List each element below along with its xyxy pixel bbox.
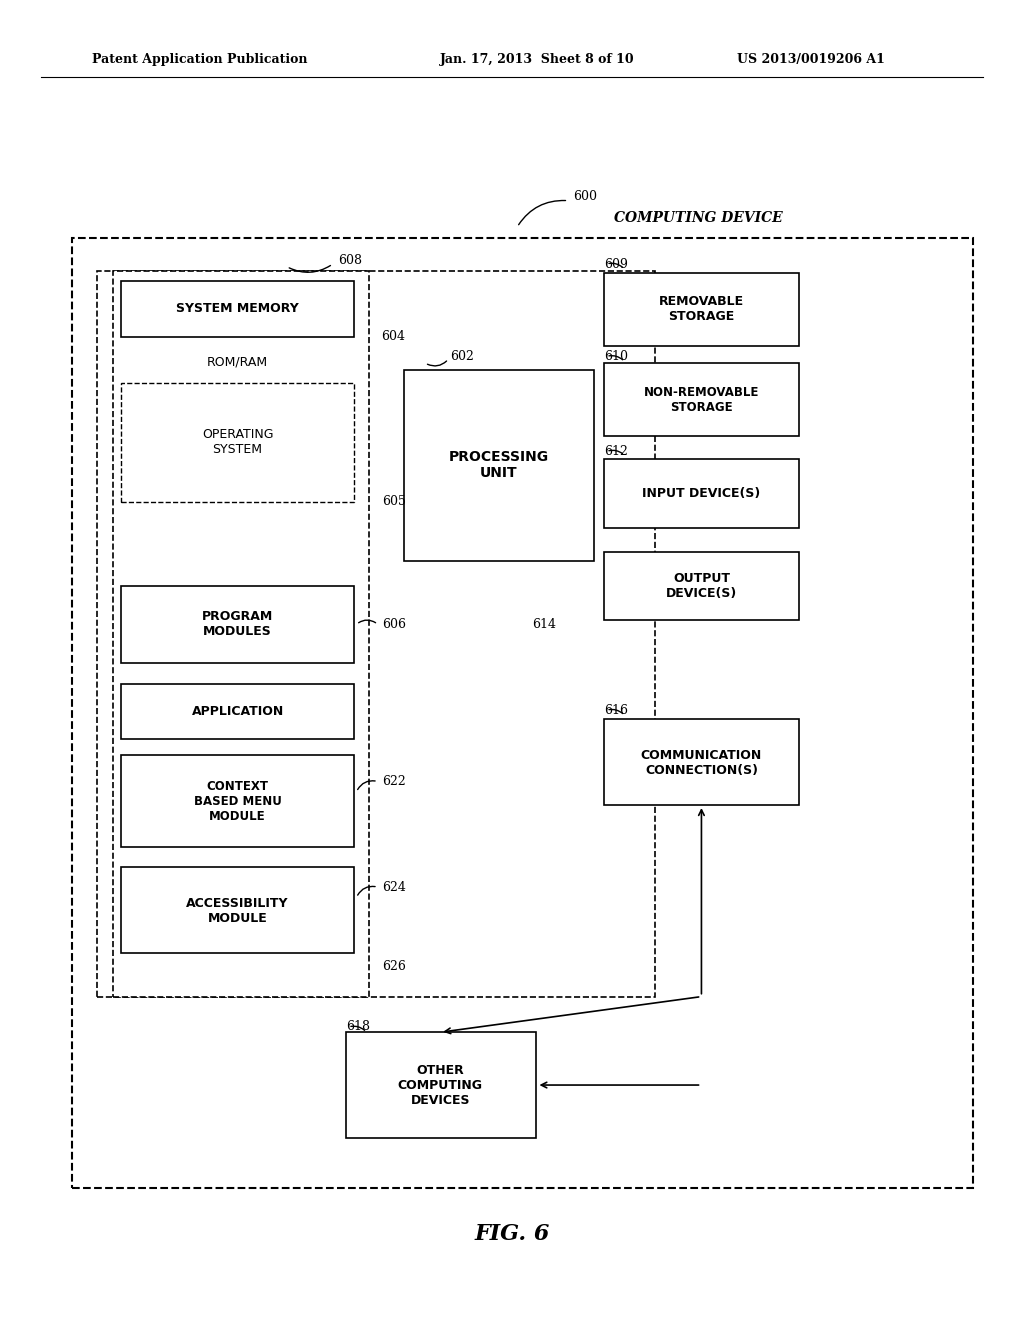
Text: CONTEXT
BASED MENU
MODULE: CONTEXT BASED MENU MODULE	[194, 780, 282, 822]
Bar	[121, 586, 354, 663]
Bar	[97, 271, 655, 997]
Bar	[121, 755, 354, 847]
Text: 624: 624	[382, 880, 406, 894]
Text: OPERATING
SYSTEM: OPERATING SYSTEM	[202, 428, 273, 457]
Text: 609: 609	[604, 257, 628, 271]
Text: 602: 602	[451, 350, 474, 363]
Bar	[604, 363, 799, 436]
Text: PROCESSING
UNIT: PROCESSING UNIT	[449, 450, 549, 479]
Text: ROM/RAM: ROM/RAM	[207, 355, 268, 368]
Text: NON-REMOVABLE
STORAGE: NON-REMOVABLE STORAGE	[644, 385, 759, 414]
Text: Jan. 17, 2013  Sheet 8 of 10: Jan. 17, 2013 Sheet 8 of 10	[440, 53, 635, 66]
Text: ACCESSIBILITY
MODULE: ACCESSIBILITY MODULE	[186, 896, 289, 925]
Text: REMOVABLE
STORAGE: REMOVABLE STORAGE	[658, 294, 744, 323]
Bar	[72, 238, 973, 1188]
Bar	[604, 719, 799, 805]
Text: OUTPUT
DEVICE(S): OUTPUT DEVICE(S)	[666, 572, 737, 601]
Text: 618: 618	[346, 1020, 370, 1034]
Text: 608: 608	[338, 253, 361, 267]
Bar	[604, 552, 799, 620]
Text: OTHER
COMPUTING
DEVICES: OTHER COMPUTING DEVICES	[397, 1064, 483, 1106]
Bar	[346, 1032, 536, 1138]
Bar	[604, 459, 799, 528]
Bar	[113, 271, 369, 997]
Text: US 2013/0019206 A1: US 2013/0019206 A1	[737, 53, 885, 66]
Text: 600: 600	[573, 190, 597, 203]
Text: 626: 626	[382, 960, 406, 973]
Bar	[121, 684, 354, 739]
Text: 612: 612	[604, 445, 628, 458]
Text: FIG. 6: FIG. 6	[474, 1224, 550, 1245]
Text: 605: 605	[382, 495, 406, 508]
Text: 604: 604	[381, 330, 404, 343]
Bar	[121, 281, 354, 337]
Text: COMMUNICATION
CONNECTION(S): COMMUNICATION CONNECTION(S)	[641, 748, 762, 777]
Text: 614: 614	[532, 618, 556, 631]
Text: 622: 622	[382, 775, 406, 788]
Text: PROGRAM
MODULES: PROGRAM MODULES	[202, 610, 273, 639]
Text: 616: 616	[604, 704, 628, 717]
Text: COMPUTING DEVICE: COMPUTING DEVICE	[614, 211, 783, 224]
Text: SYSTEM MEMORY: SYSTEM MEMORY	[176, 302, 299, 315]
Text: APPLICATION: APPLICATION	[191, 705, 284, 718]
Bar	[121, 383, 354, 502]
Bar	[121, 867, 354, 953]
Text: INPUT DEVICE(S): INPUT DEVICE(S)	[642, 487, 761, 500]
Bar	[404, 370, 594, 561]
Text: 606: 606	[382, 618, 406, 631]
Bar	[604, 273, 799, 346]
Text: Patent Application Publication: Patent Application Publication	[92, 53, 307, 66]
Text: 610: 610	[604, 350, 628, 363]
